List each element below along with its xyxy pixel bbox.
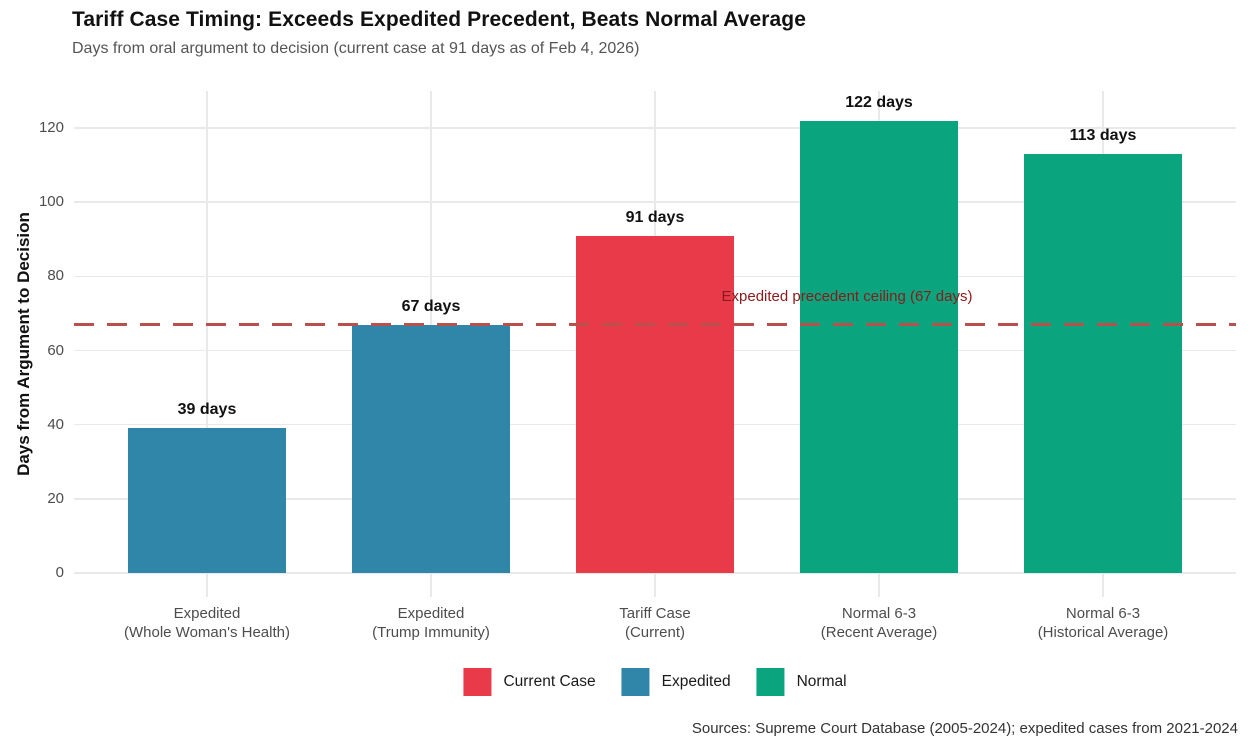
bar bbox=[576, 235, 734, 573]
legend-label: Expedited bbox=[661, 673, 731, 690]
y-tick-label: 20 bbox=[47, 489, 64, 507]
bar bbox=[1024, 153, 1182, 573]
bar bbox=[352, 324, 510, 573]
x-category-label: Normal 6-3 (Historical Average) bbox=[973, 604, 1233, 642]
gridline-horizontal bbox=[74, 201, 1236, 203]
x-category-label-line: Tariff Case bbox=[619, 605, 691, 622]
legend-entry: Current Case bbox=[463, 668, 596, 696]
gridline-horizontal bbox=[74, 572, 1236, 574]
y-tick-label: 120 bbox=[38, 119, 64, 136]
x-category-label-line: (Whole Woman's Health) bbox=[124, 624, 290, 641]
bar-value-label: 113 days bbox=[1069, 126, 1137, 144]
x-category-label: Expedited (Trump Immunity) bbox=[301, 604, 561, 642]
x-category-label-line: (Trump Immunity) bbox=[372, 624, 490, 641]
plot-panel: 39 days 67 days 91 days 122 days 113 days Exp… bbox=[74, 91, 1236, 597]
x-category-label: Tariff Case (Current) bbox=[525, 604, 785, 642]
gridline-vertical bbox=[206, 91, 208, 597]
x-category-label-line: Expedited bbox=[173, 605, 241, 622]
legend-swatch bbox=[621, 668, 650, 696]
bar-value-label: 122 days bbox=[845, 93, 913, 111]
bar-value-label: 67 days bbox=[401, 297, 461, 315]
x-category-label-line: Normal 6-3 bbox=[1065, 605, 1141, 622]
x-category-label-line: (Recent Average) bbox=[820, 624, 938, 641]
bar bbox=[128, 428, 286, 573]
source-caption: Sources: Supreme Court Database (2005-20… bbox=[691, 720, 1238, 737]
chart-subtitle: Days from oral argument to decision (cur… bbox=[72, 40, 640, 57]
x-category-label: Normal 6-3 (Recent Average) bbox=[749, 604, 1009, 642]
y-axis-tick-labels: 0 20 40 60 80 100 120 bbox=[0, 91, 64, 597]
bar-value-label: 39 days bbox=[177, 401, 237, 419]
gridline-horizontal bbox=[74, 127, 1236, 129]
y-tick-label: 100 bbox=[38, 193, 64, 211]
x-axis-category-labels: Expedited (Whole Woman's Health) Expedited… bbox=[74, 604, 1236, 648]
x-category-label-line: Expedited bbox=[397, 605, 465, 622]
reference-dashed-line bbox=[74, 323, 1236, 327]
reference-line-annotation: Expedited precedent ceiling (67 days) bbox=[721, 288, 973, 305]
y-tick-label: 0 bbox=[55, 564, 64, 581]
legend-label: Current Case bbox=[503, 673, 596, 690]
y-tick-label: 60 bbox=[47, 341, 64, 359]
y-tick-label: 40 bbox=[47, 415, 64, 433]
x-category-label: Expedited (Whole Woman's Health) bbox=[77, 604, 337, 642]
y-tick-label: 80 bbox=[47, 267, 64, 285]
chart-title: Tariff Case Timing: Exceeds Expedited Pr… bbox=[72, 8, 806, 31]
legend-swatch bbox=[756, 668, 785, 696]
x-category-label-line: Normal 6-3 bbox=[841, 605, 917, 622]
bar-value-label: 91 days bbox=[625, 208, 685, 226]
legend-entry: Expedited bbox=[621, 668, 731, 696]
legend: Current Case Expedited Normal bbox=[463, 668, 847, 696]
legend-entry: Normal bbox=[756, 668, 847, 696]
x-category-label-line: (Historical Average) bbox=[1037, 624, 1169, 641]
x-category-label-line: (Current) bbox=[624, 624, 685, 641]
legend-swatch bbox=[463, 668, 492, 696]
legend-label: Normal bbox=[796, 673, 847, 690]
bar bbox=[800, 120, 958, 573]
